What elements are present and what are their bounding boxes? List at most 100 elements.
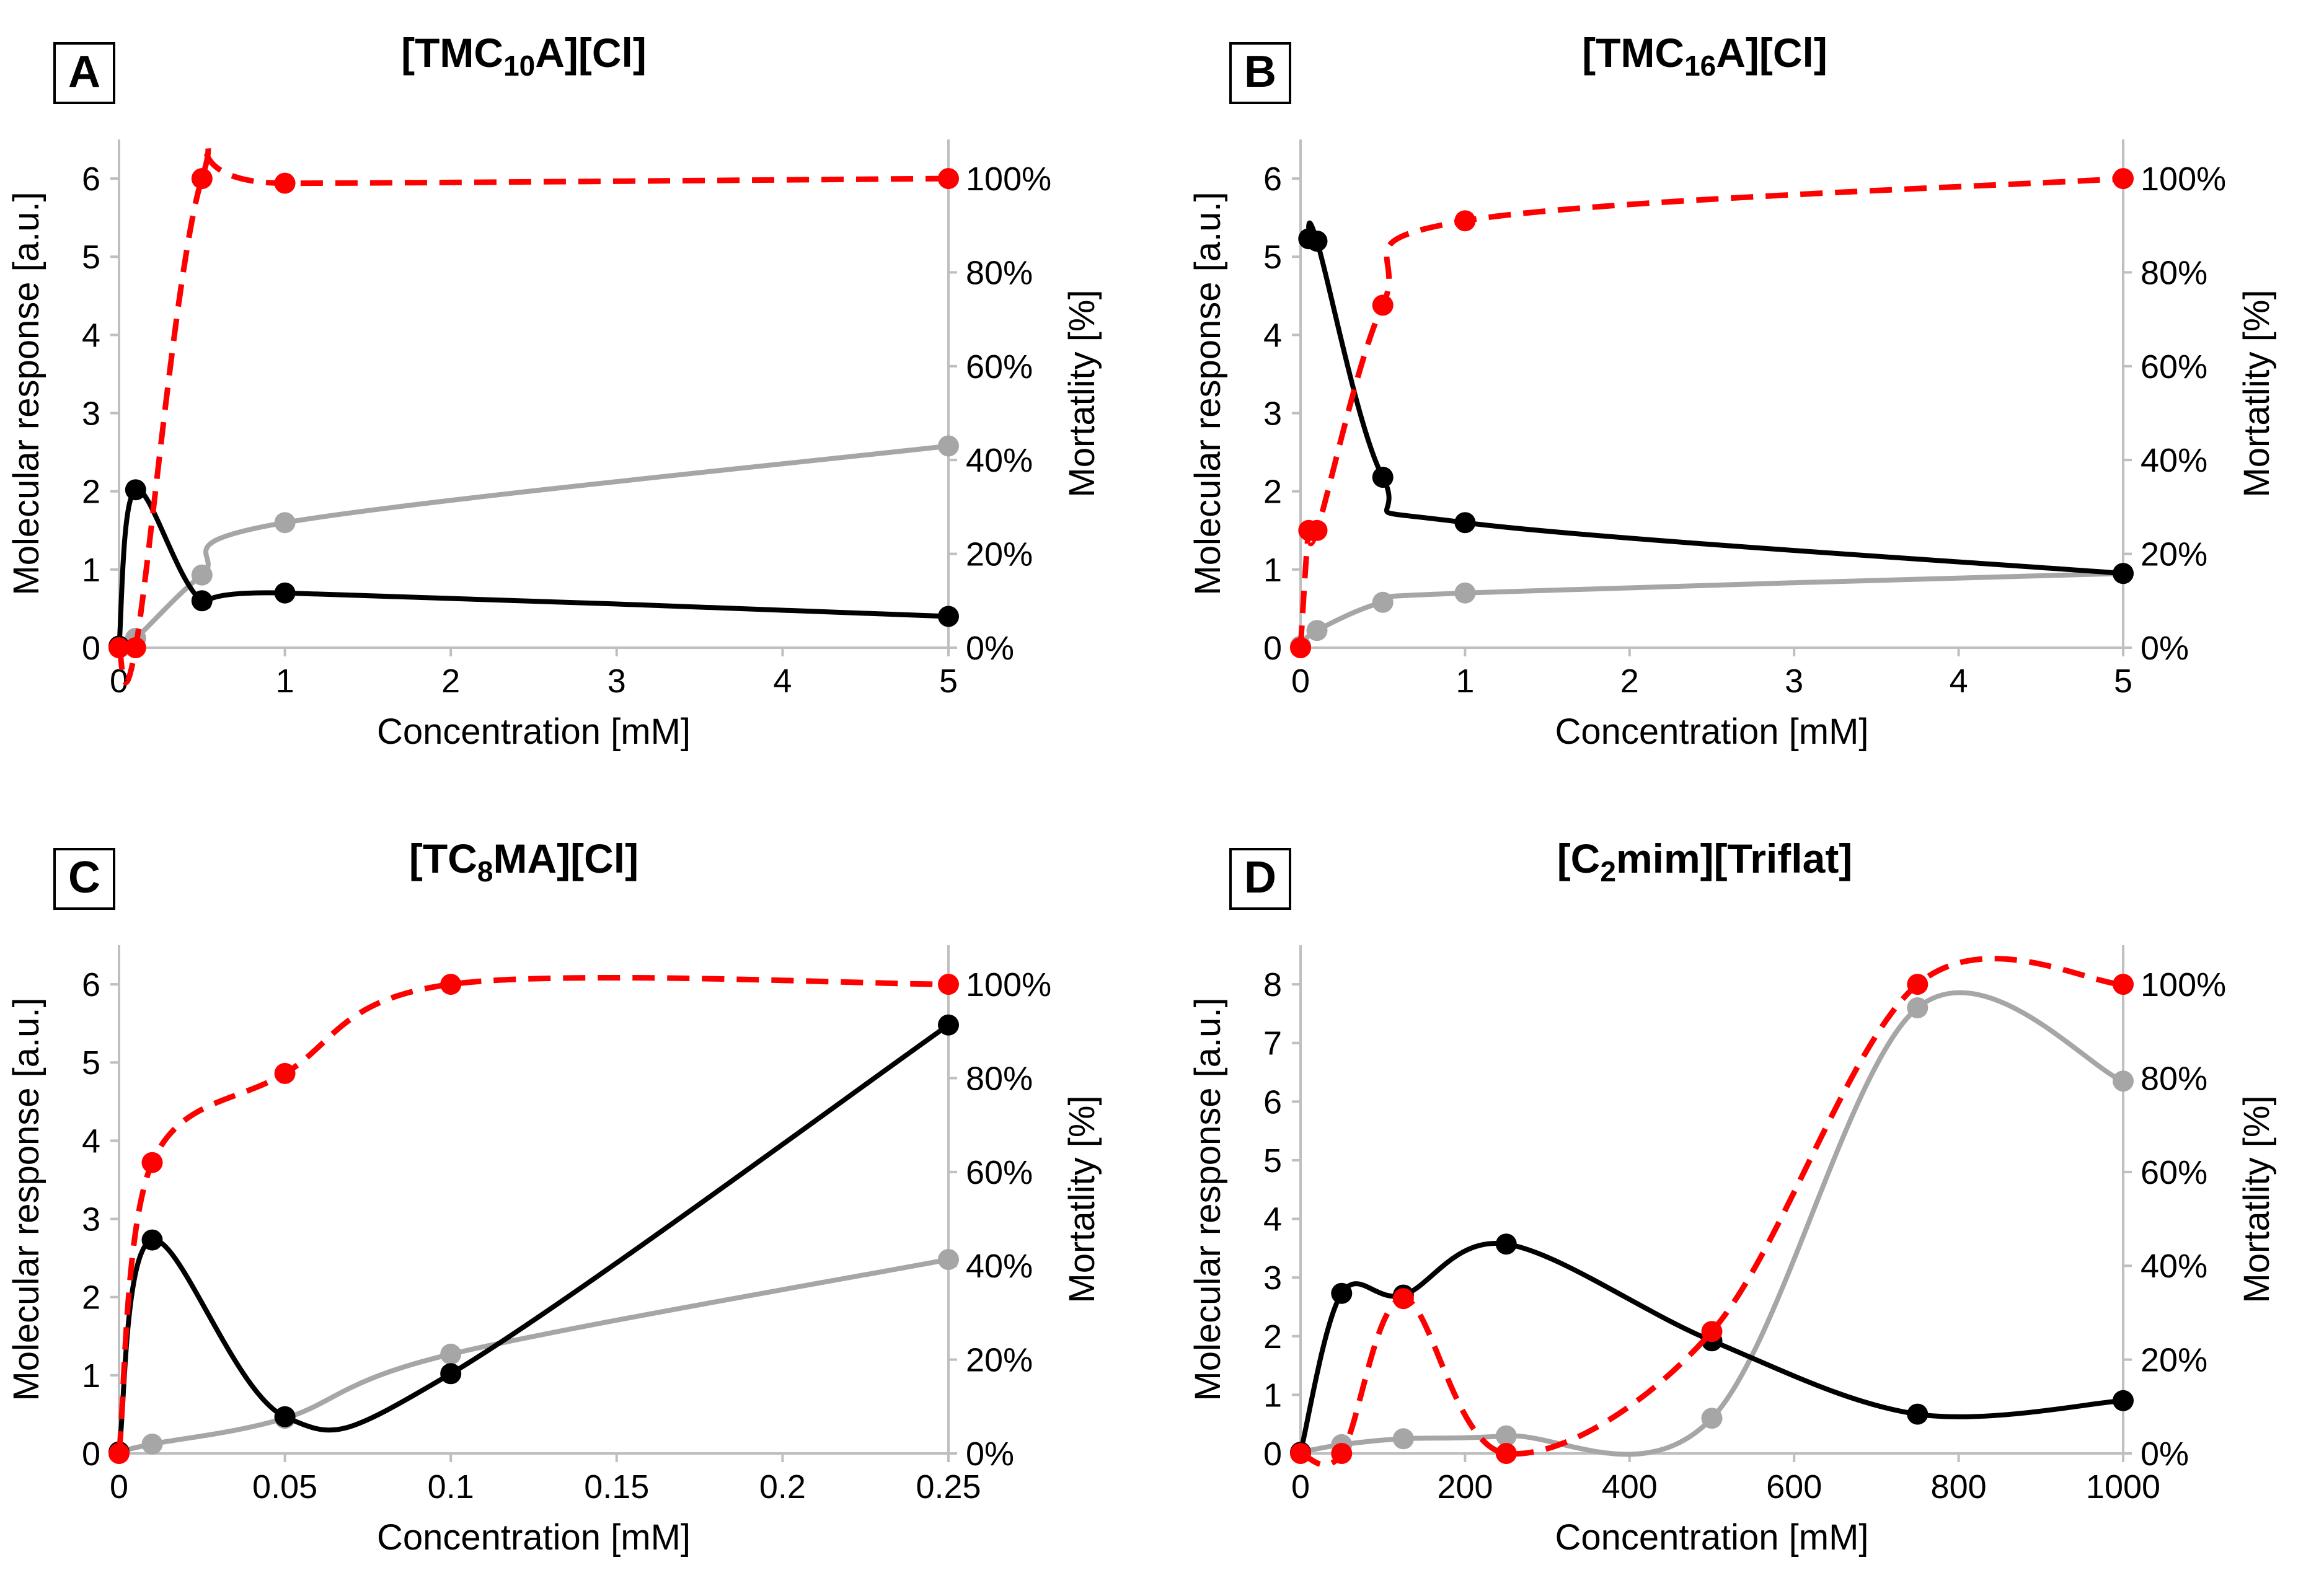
data-point [274,1062,296,1084]
x-tick-label: 0.25 [916,1468,981,1506]
panel-b: B [TMC16A][Cl]0 1 2 3 4 501234560%20%40%60%80%… [1188,30,2277,752]
data-point [2113,1390,2134,1411]
y-tick-label: 4 [1263,317,1282,354]
data-point [141,1433,163,1455]
data-point [274,582,296,604]
y-tick-label: 0 [1263,1435,1282,1473]
x-tick-label: 3 [608,663,626,700]
series-line [1299,956,2124,1468]
y-tick-label: 1 [1263,552,1282,589]
series-gray-response [1290,990,2134,1463]
data-point [1290,637,1311,658]
data-point [1495,1425,1517,1447]
series-line [117,1023,950,1453]
y-tick-label: 4 [82,317,100,354]
series-gray-response [1290,563,2134,657]
data-point [1454,512,1476,534]
x-axis-label: Concentration [mM] [377,1517,691,1558]
chart-title-subscript: 2 [1600,855,1616,888]
y2-tick-label: 80% [2141,1060,2207,1097]
x-tick-label: 5 [939,663,958,700]
y2-tick-label: 20% [966,536,1033,573]
series-black-response [108,1014,959,1463]
series-black-response [1298,220,2134,584]
y2-tick-label: 0% [2141,1435,2189,1473]
data-point [440,1343,462,1365]
y2-axis-label: Mortatlity [%] [1062,289,1102,497]
data-point [1306,620,1328,641]
series-mortality [108,143,959,686]
y-tick-label: 0 [82,1435,100,1473]
y2-tick-label: 60% [2141,348,2207,386]
x-tick-label: 0.15 [584,1468,649,1506]
data-point [125,637,146,658]
y-axis-label: Molecular response [a.u.] [6,192,46,595]
data-point [1306,231,1328,252]
x-tick-label: 0.05 [252,1468,317,1506]
y-tick-label: 1 [82,552,100,589]
data-point [191,564,213,586]
x-tick-label: 5 [2114,663,2132,700]
chart-title: [TMC10A][Cl] [401,30,647,82]
data-point [1290,1443,1311,1464]
series-line [116,974,949,1454]
x-tick-label: 600 [1766,1468,1822,1506]
data-point [938,974,959,995]
x-tick-label: 800 [1931,1468,1987,1506]
panel-label: A [68,47,100,97]
data-point [108,1443,130,1464]
chart-title-part: mim][Triflat] [1616,835,1852,881]
chart-title-subscript: 16 [1684,50,1716,82]
y-axis-label: Molecular response [a.u.] [1188,192,1228,595]
y-tick-label: 3 [82,1201,100,1238]
data-point [1907,997,1929,1018]
y-tick-label: 0 [82,630,100,667]
y-tick-label: 0 [1263,630,1282,667]
y2-axis-label: Mortatlity [%] [2237,289,2277,497]
data-point [141,1152,163,1173]
series-gray-response [108,435,959,657]
data-point [108,637,130,658]
x-tick-label: 4 [1950,663,1968,700]
data-point [938,435,959,457]
x-axis-label: Concentration [mM] [1555,1517,1868,1558]
y2-tick-label: 20% [2141,1342,2207,1379]
series-mortality [1290,956,2134,1468]
series-line [1298,571,2124,648]
data-point [1392,1288,1414,1310]
y2-tick-label: 100% [2141,161,2226,198]
data-point [191,590,213,612]
y2-tick-label: 20% [966,1342,1033,1379]
data-point [125,479,146,501]
y2-tick-label: 80% [966,1060,1033,1097]
chart-title-part: [TC [409,835,477,881]
data-point [938,1249,959,1271]
y2-axis-label: Mortatlity [%] [1062,1095,1102,1303]
panel-label-box [1229,848,1291,910]
data-point [440,974,462,995]
y-tick-label: 3 [1263,1259,1282,1297]
data-point [440,1363,462,1385]
chart-title-part: A][Cl] [1716,30,1827,76]
data-point [1372,591,1394,613]
y-tick-label: 5 [1263,239,1282,276]
chart-title-part: MA][Cl] [493,835,638,881]
y-tick-label: 2 [82,1279,100,1316]
panel-label-box [53,848,115,910]
data-point [1907,1403,1929,1425]
data-point [1331,1443,1353,1464]
x-tick-label: 1000 [2086,1468,2160,1506]
y-tick-label: 6 [82,966,100,1003]
y2-tick-label: 40% [2141,1248,2207,1285]
y-tick-label: 1 [82,1357,100,1395]
y2-tick-label: 80% [2141,254,2207,291]
series-mortality [108,974,959,1464]
y2-tick-label: 80% [966,254,1033,291]
y2-tick-label: 100% [966,966,1051,1003]
y2-tick-label: 0% [966,1435,1014,1473]
y-tick-label: 3 [82,395,100,433]
data-point [1454,582,1476,604]
panel-c: C [TC8MA][Cl]0 0.05 0.1 0.15 0.2 0.2501234560%… [6,835,1102,1558]
chart-title-part: [TMC [401,30,503,76]
y-tick-label: 2 [1263,1318,1282,1356]
